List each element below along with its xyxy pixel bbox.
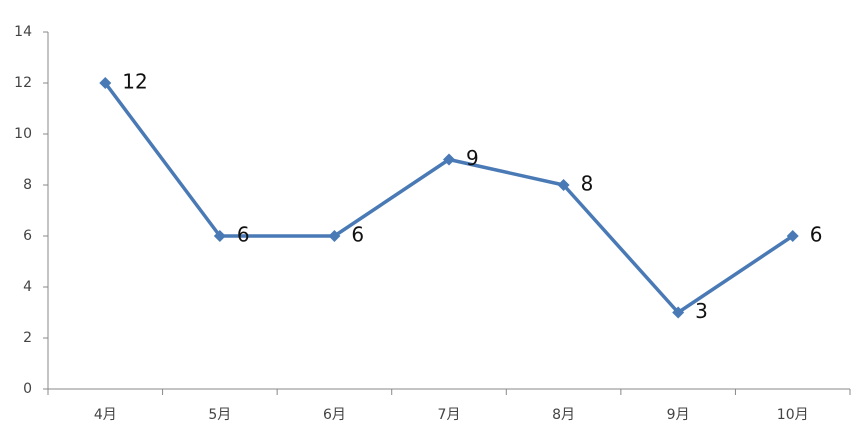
- data-label: 3: [695, 299, 708, 323]
- y-tick-label: 6: [23, 228, 32, 244]
- x-tick-label: 8月: [552, 407, 575, 423]
- data-label: 12: [122, 70, 147, 94]
- y-tick-label: 0: [23, 381, 32, 397]
- x-tick-label: 7月: [438, 407, 461, 423]
- data-label: 8: [581, 172, 594, 196]
- data-label: 6: [810, 223, 823, 247]
- y-tick-label: 14: [14, 24, 32, 40]
- marker: [786, 230, 799, 242]
- marker: [99, 77, 112, 89]
- x-tick-label: 10月: [777, 407, 809, 423]
- marker: [328, 230, 341, 242]
- x-tick-label: 9月: [667, 407, 690, 423]
- x-tick-label: 6月: [323, 407, 346, 423]
- marker: [672, 306, 685, 319]
- data-label: 6: [237, 223, 250, 247]
- y-tick-label: 2: [23, 330, 32, 346]
- data-label: 6: [351, 223, 364, 247]
- y-tick-label: 10: [14, 126, 32, 142]
- marker: [443, 153, 455, 166]
- x-tick-label: 4月: [94, 407, 117, 423]
- data-label: 9: [466, 146, 479, 170]
- y-tick-label: 12: [14, 75, 32, 91]
- marker: [557, 179, 570, 191]
- y-tick-label: 4: [23, 279, 32, 295]
- x-tick-label: 5月: [208, 407, 231, 423]
- marker: [213, 230, 226, 242]
- y-tick-label: 8: [23, 177, 32, 193]
- line: [103, 81, 794, 315]
